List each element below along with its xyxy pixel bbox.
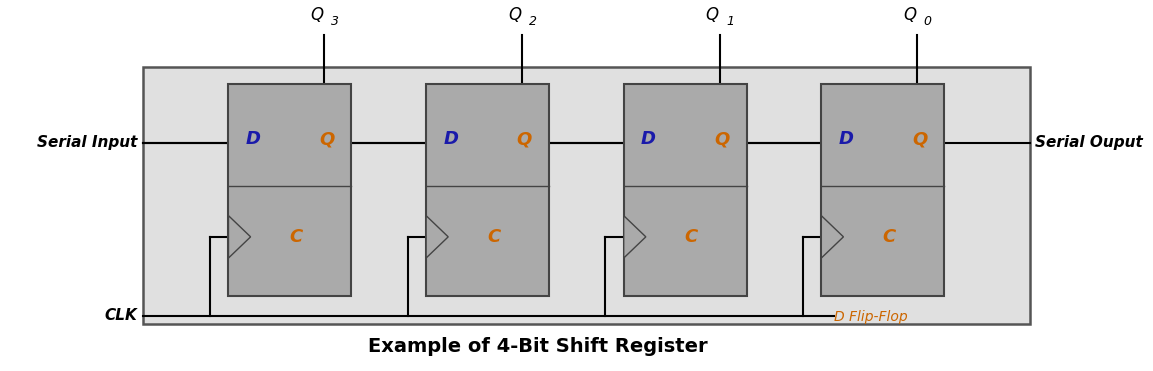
Text: D: D [443, 130, 458, 148]
Text: CLK: CLK [105, 308, 137, 323]
Bar [821, 84, 944, 296]
Text: 2: 2 [528, 15, 536, 28]
Text: 0: 0 [924, 15, 932, 28]
Text: Q: Q [507, 6, 521, 24]
Text: Q: Q [517, 130, 532, 148]
Text: 1: 1 [726, 15, 734, 28]
Text: D: D [246, 130, 261, 148]
Text: D: D [641, 130, 656, 148]
Text: Q: Q [912, 130, 927, 148]
Text: Q: Q [715, 130, 730, 148]
Polygon shape [624, 216, 646, 258]
Text: C: C [289, 228, 303, 246]
Text: 3: 3 [331, 15, 339, 28]
Text: Q: Q [706, 6, 718, 24]
Polygon shape [427, 216, 449, 258]
Bar [427, 84, 549, 296]
Bar [624, 84, 746, 296]
Text: D Flip-Flop: D Flip-Flop [834, 310, 907, 324]
Text: D: D [838, 130, 853, 148]
Text: Serial Ouput: Serial Ouput [1035, 135, 1143, 150]
Text: Q: Q [903, 6, 917, 24]
Text: C: C [685, 228, 698, 246]
Text: C: C [487, 228, 500, 246]
Text: C: C [882, 228, 896, 246]
Polygon shape [821, 216, 844, 258]
Bar [228, 84, 352, 296]
Text: Q: Q [310, 6, 323, 24]
Text: Serial Input: Serial Input [37, 135, 137, 150]
Bar [143, 66, 1030, 325]
Polygon shape [228, 216, 250, 258]
Text: Example of 4-Bit Shift Register: Example of 4-Bit Shift Register [369, 337, 708, 356]
Text: Q: Q [319, 130, 334, 148]
